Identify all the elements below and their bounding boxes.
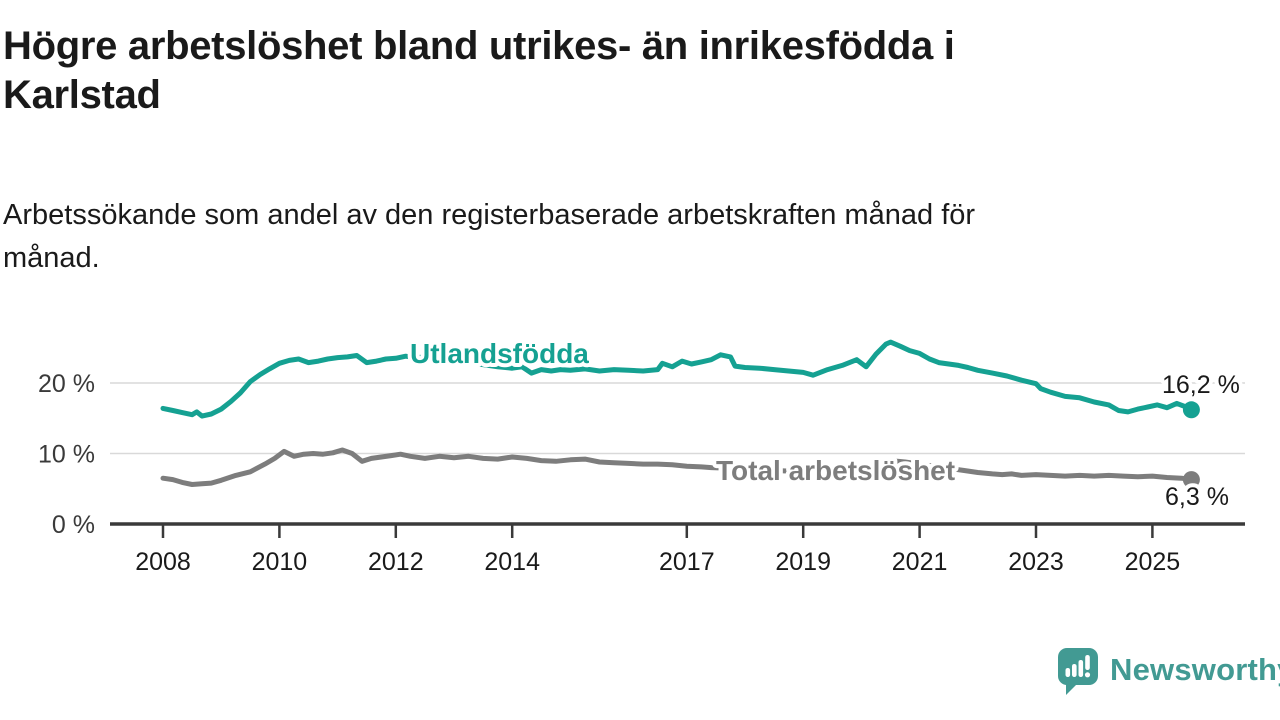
series-line-utlandsfodda [160, 339, 1194, 419]
newsworthy-brand: Newsworthy [1055, 645, 1280, 695]
x-tick-label-2021: 2021 [892, 548, 948, 576]
y-tick-label-10: 10 % [38, 441, 95, 469]
page-title-line-1: Högre arbetslöshet bland utrikes- än inr… [3, 24, 955, 68]
x-tick-label-2017: 2017 [659, 548, 715, 576]
end-dot-utlandsfodda [1182, 401, 1200, 419]
x-tick-label-2019: 2019 [775, 548, 831, 576]
x-tick-label-2023: 2023 [1008, 548, 1064, 576]
x-tick-label-2014: 2014 [484, 548, 540, 576]
newsworthy-chart-bubble-icon [1058, 648, 1098, 695]
brand-name: Newsworthy [1110, 652, 1280, 687]
chart-subtitle-line-1: Arbetssökande som andel av den registerb… [3, 199, 976, 231]
chart-subtitle: Arbetssökande som andel av den registerb… [3, 194, 1203, 280]
end-value-label-utlandsfodda: 16,2 % [1162, 371, 1240, 399]
x-tick-label-2008: 2008 [135, 548, 191, 576]
series-label-total-arbetsloshet: Total arbetslöshet [716, 455, 955, 486]
x-tick-label-2012: 2012 [368, 548, 424, 576]
y-tick-label-20: 20 % [38, 370, 95, 398]
end-value-label-total-arbetsloshet: 6,3 % [1165, 483, 1229, 511]
end-dot-total-arbetsloshet [1182, 471, 1200, 489]
series-line-total-arbetsloshet [160, 447, 1194, 487]
chart-subtitle-line-2: månad. [3, 242, 100, 274]
y-tick-label-0: 0 % [52, 511, 95, 539]
x-tick-label-2010: 2010 [252, 548, 308, 576]
page-title-line-2: Karlstad [3, 73, 161, 117]
x-tick-label-2025: 2025 [1125, 548, 1181, 576]
series-label-utlandsfodda: Utlandsfödda [410, 338, 589, 369]
page-title: Högre arbetslöshet bland utrikes- än inr… [3, 22, 1203, 120]
